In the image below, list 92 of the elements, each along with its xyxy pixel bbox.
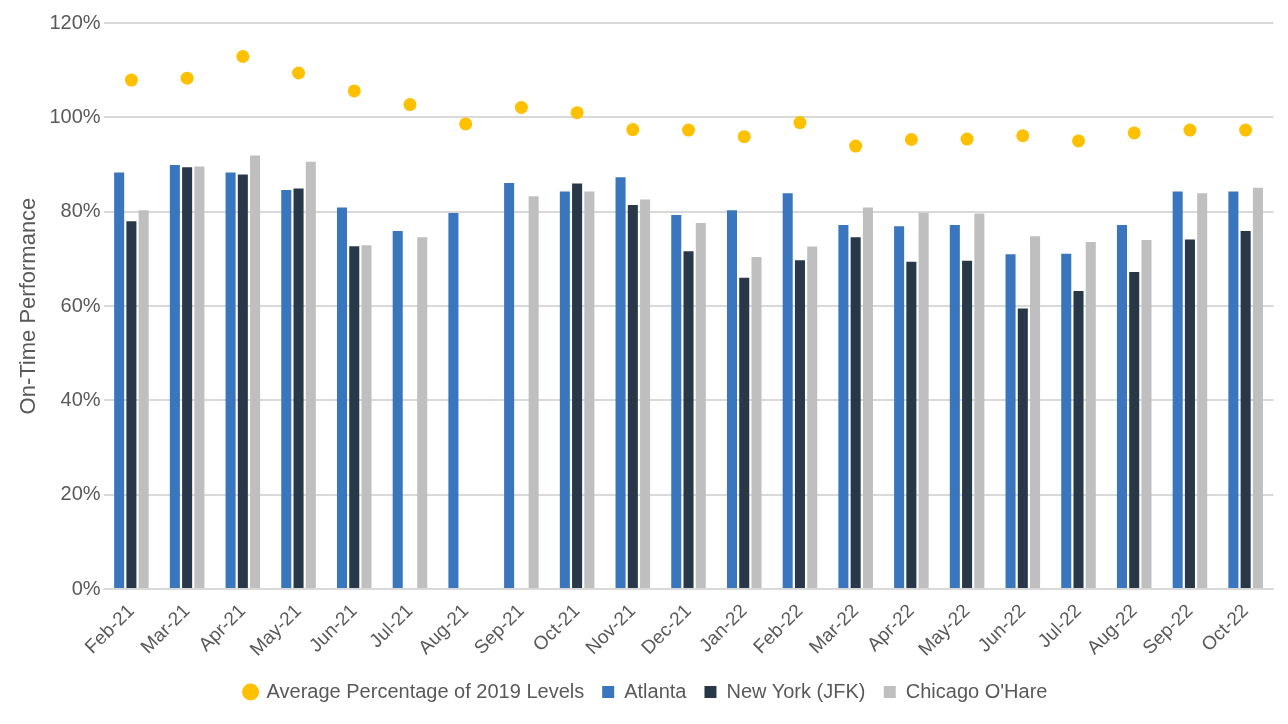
bar (182, 167, 193, 589)
bar (1030, 236, 1041, 589)
bar (1141, 240, 1152, 589)
point (960, 132, 974, 146)
point (849, 139, 863, 153)
bar (640, 199, 651, 589)
bar (794, 260, 805, 589)
point (459, 117, 473, 131)
legend-label: Atlanta (624, 679, 688, 702)
point (737, 130, 751, 144)
point (626, 123, 640, 137)
bar (671, 215, 682, 589)
point (124, 73, 138, 87)
point (292, 66, 306, 80)
bar (862, 207, 873, 589)
bar (293, 188, 304, 589)
point (1183, 123, 1197, 137)
y-tick-label: 80% (60, 199, 101, 222)
bar (782, 193, 793, 589)
point (180, 71, 194, 85)
point (682, 123, 696, 137)
bar (305, 161, 316, 589)
bar (1252, 187, 1263, 589)
bar (807, 246, 818, 589)
bar (584, 191, 595, 589)
legend-label: Chicago O'Hare (905, 679, 1048, 702)
bar (906, 261, 917, 589)
point (793, 116, 807, 130)
point (403, 98, 417, 112)
bar (1073, 290, 1084, 589)
bar (225, 172, 236, 589)
bar (1228, 191, 1239, 589)
legend-label: Average Percentage of 2019 Levels (266, 679, 585, 702)
bar (683, 251, 694, 589)
bar (281, 189, 292, 589)
bar (615, 177, 626, 589)
bar (918, 212, 929, 589)
bar (974, 213, 985, 589)
point (1072, 134, 1086, 148)
y-tick-label: 120% (49, 10, 101, 33)
bar (504, 182, 515, 589)
bar (448, 213, 459, 589)
bar (361, 245, 372, 589)
bar (739, 277, 750, 589)
bar (1085, 241, 1096, 589)
point (514, 100, 528, 114)
bar (838, 224, 849, 589)
bar (850, 237, 861, 589)
bar (126, 221, 137, 589)
bar (1129, 272, 1140, 589)
bar (336, 207, 348, 589)
bar (695, 223, 706, 589)
y-tick-label: 20% (60, 482, 101, 505)
bar (572, 183, 583, 589)
y-tick-label: 0% (71, 576, 101, 599)
point (570, 106, 584, 120)
bar (417, 237, 428, 589)
point (1127, 126, 1141, 140)
bar (627, 205, 638, 589)
bar (194, 166, 205, 589)
bar (726, 210, 738, 589)
legend-label: New York (JFK) (726, 679, 866, 702)
bar (962, 260, 973, 589)
bar (250, 155, 261, 589)
point (904, 133, 918, 147)
bar (1197, 193, 1208, 589)
bar (169, 164, 180, 589)
y-tick-label: 100% (49, 104, 101, 127)
bar (392, 231, 403, 589)
bar (1240, 231, 1251, 589)
bar (138, 210, 149, 589)
point (1239, 123, 1253, 137)
y-tick-label: 40% (60, 387, 101, 410)
bar (528, 196, 539, 589)
bar (114, 172, 125, 589)
bar (349, 246, 360, 589)
bar (894, 226, 905, 589)
bar (1061, 253, 1072, 589)
bar (1184, 239, 1195, 589)
bar (559, 191, 570, 589)
y-tick-label: 60% (60, 293, 101, 316)
point (1016, 129, 1030, 143)
y-axis-title: On-Time Performance (15, 197, 41, 415)
point (347, 84, 361, 98)
bar (1172, 191, 1183, 589)
point (236, 49, 250, 63)
bar (751, 256, 762, 589)
bar (1005, 254, 1016, 589)
bar (949, 224, 960, 589)
bar (237, 174, 248, 589)
bar (1017, 308, 1028, 589)
bar (1116, 224, 1127, 589)
